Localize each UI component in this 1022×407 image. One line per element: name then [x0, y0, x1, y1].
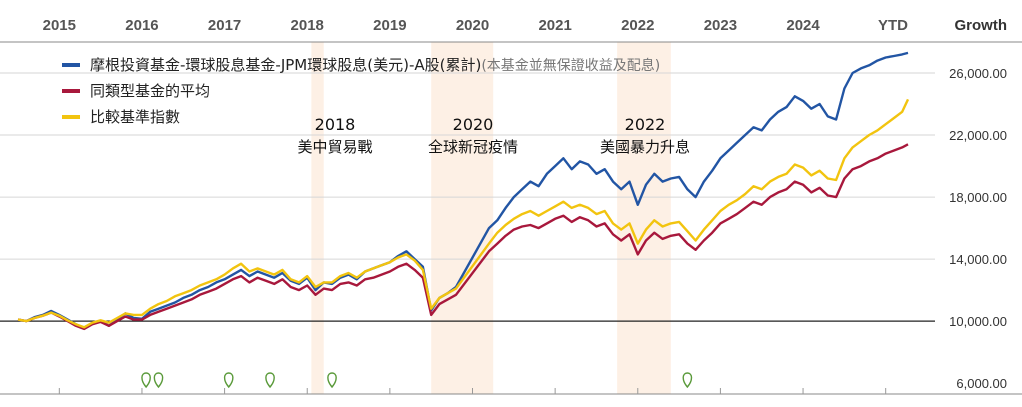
x-tick-label-2023: 2023 — [704, 17, 737, 34]
x-tick-label-2022: 2022 — [621, 17, 654, 34]
dividend-marker-icon-5 — [682, 372, 693, 389]
event-label-0: 美中貿易戰 — [297, 138, 372, 156]
event-bands — [311, 42, 671, 394]
series-lines — [17, 51, 910, 331]
event-year-2: 2022 — [625, 115, 666, 134]
y-axis-title: Growth — [955, 17, 1008, 34]
y-tick-label-5: 6,000.00 — [956, 376, 1007, 391]
y-tick-label-4: 10,000.00 — [949, 314, 1007, 329]
series-line-1 — [17, 143, 909, 331]
x-tick-label-2018: 2018 — [291, 17, 324, 34]
event-year-0: 2018 — [315, 115, 356, 134]
series-line-2 — [17, 98, 910, 329]
x-tick-label-YTD: YTD — [878, 17, 908, 34]
y-tick-label-3: 14,000.00 — [949, 252, 1007, 267]
x-tick-label-2015: 2015 — [43, 17, 76, 34]
x-axis-ticks: 2015 2016 2017 2018 2019 2020 2021 2022 2023 2024… — [43, 17, 909, 34]
event-band-2 — [617, 42, 671, 394]
legend-label-0: 摩根投資基金-環球股息基金-JPM環球股息(美元)-A股(累計)(本基金並無保證… — [90, 56, 660, 74]
x-tick-label-2024: 2024 — [786, 17, 820, 34]
y-tick-label-1: 22,000.00 — [949, 128, 1007, 143]
event-label-1: 全球新冠疫情 — [428, 138, 518, 156]
legend-label-2: 比較基準指數 — [90, 108, 180, 126]
dividend-marker-icon-2 — [223, 372, 234, 389]
x-tick-label-2021: 2021 — [538, 17, 571, 34]
x-tick-label-2019: 2019 — [373, 17, 406, 34]
legend: 摩根投資基金-環球股息基金-JPM環球股息(美元)-A股(累計)(本基金並無保證… — [62, 56, 660, 126]
dividend-marker-icon-3 — [265, 372, 275, 389]
x-tick-label-2017: 2017 — [208, 17, 241, 34]
x-tick-label-2016: 2016 — [125, 17, 158, 34]
event-annotations: 2018 美中貿易戰 2020 全球新冠疫情 2022 美國暴力升息 — [297, 115, 690, 156]
y-tick-label-2: 18,000.00 — [949, 190, 1007, 205]
event-band-1 — [431, 42, 494, 394]
dividend-markers — [141, 372, 693, 389]
dividend-marker-icon-0 — [141, 372, 151, 389]
legend-label-1: 同類型基金的平均 — [90, 82, 210, 100]
event-year-1: 2020 — [453, 115, 494, 134]
event-label-2: 美國暴力升息 — [600, 138, 690, 156]
x-tick-label-2020: 2020 — [456, 17, 489, 34]
y-tick-label-0: 26,000.00 — [949, 66, 1007, 81]
dividend-marker-icon-4 — [327, 372, 337, 389]
legend-note: (本基金並無保證收益及配息) — [481, 57, 660, 74]
y-axis-ticks: Growth 26,000.00 22,000.00 18,000.00 14,000… — [949, 17, 1007, 391]
event-band-0 — [311, 42, 324, 394]
dividend-marker-icon-1 — [153, 372, 164, 389]
grid-lines — [0, 41, 1022, 395]
